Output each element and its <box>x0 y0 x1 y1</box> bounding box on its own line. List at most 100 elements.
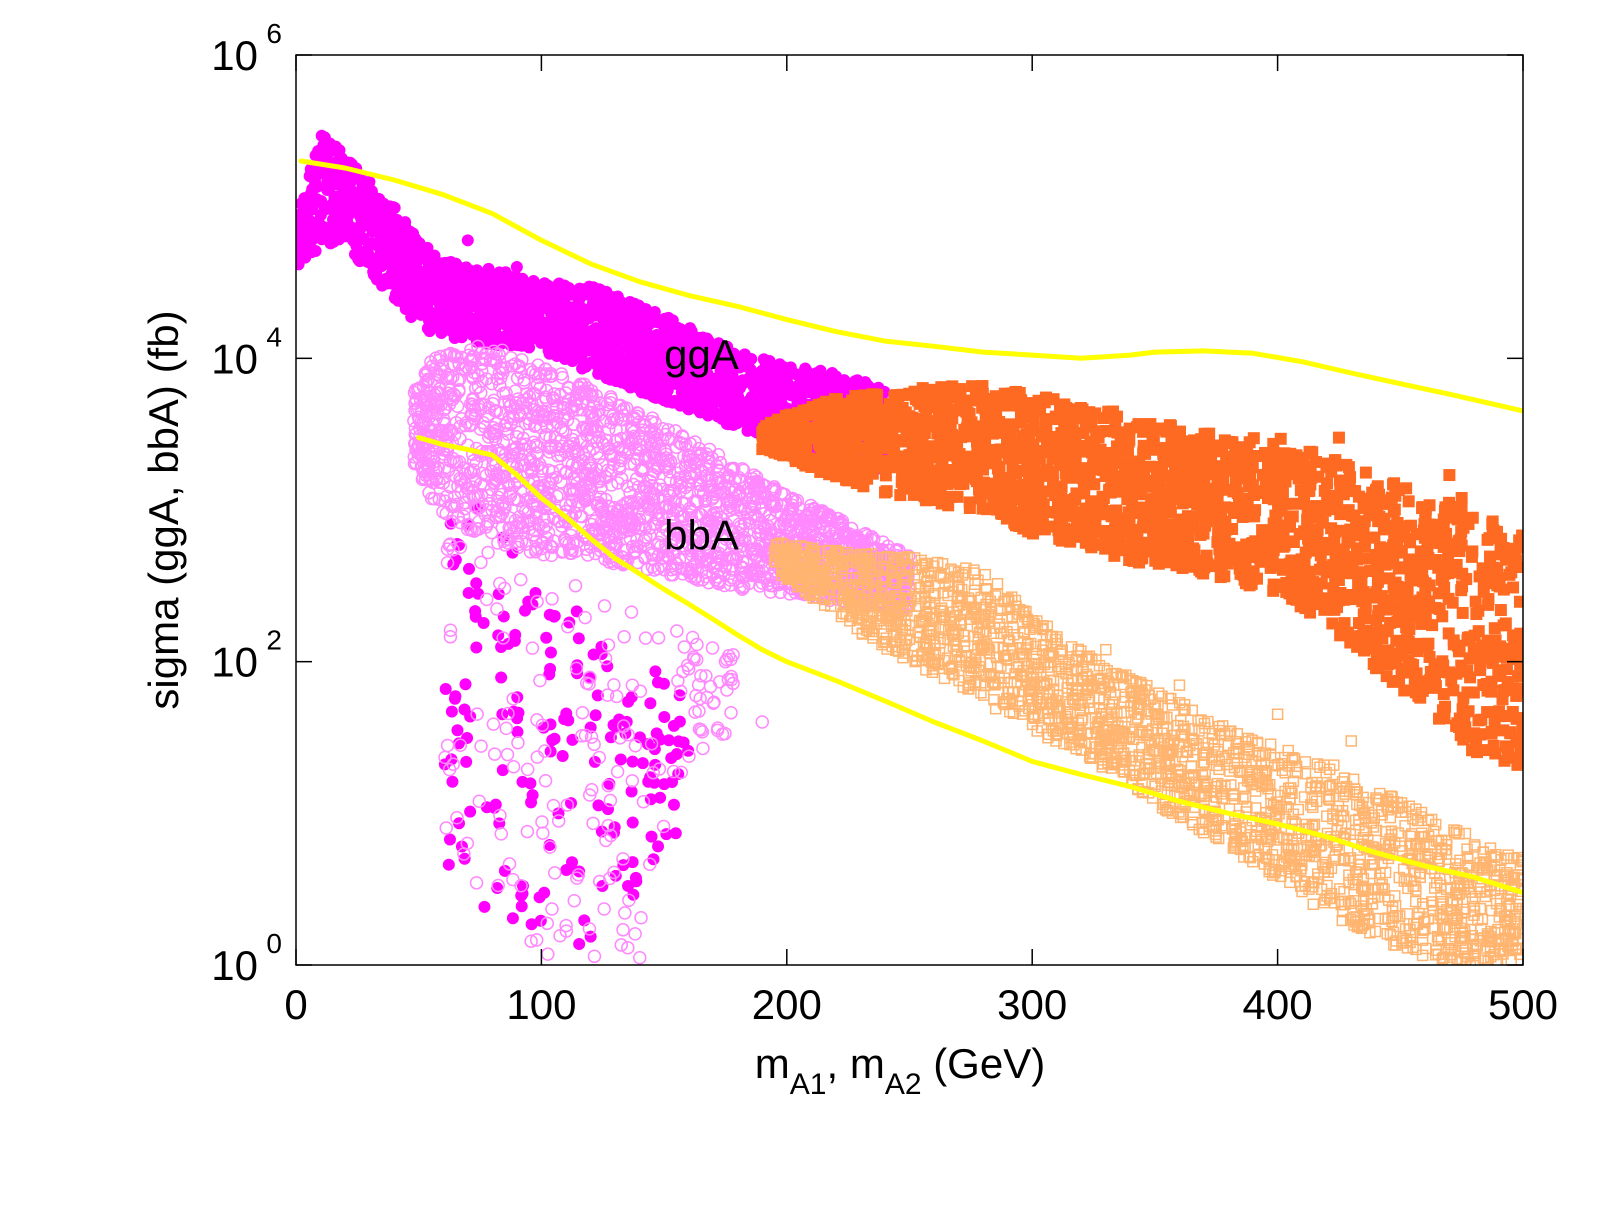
point-gga-m-a1 <box>649 665 662 678</box>
point-bba-m-a1 <box>575 705 590 720</box>
point-bba-m-a1 <box>616 923 630 937</box>
point-gga-m-a1 <box>621 376 634 389</box>
point-bba-m-a1 <box>628 927 642 941</box>
point-gga-m-a1 <box>632 371 645 384</box>
point-gga-m-a1 <box>762 404 775 417</box>
point-bba-m-a1 <box>609 689 624 704</box>
point-gga-m-a1 <box>548 290 561 303</box>
point-gga-m-a1 <box>601 660 614 673</box>
point-bba-m-a1 <box>535 815 549 829</box>
point-bba-m-a1 <box>567 894 582 908</box>
point-gga-m-a1 <box>448 692 461 705</box>
point-gga-m-a1 <box>335 223 348 236</box>
point-gga-m-a1 <box>614 295 627 308</box>
point-gga-m-a1 <box>669 367 682 380</box>
point-bba-m-a1 <box>625 678 640 693</box>
point-gga-m-a1 <box>525 328 538 341</box>
point-bba-m-a1 <box>625 774 640 788</box>
point-gga-m-a1 <box>506 332 519 345</box>
point-gga-m-a1 <box>662 378 675 391</box>
point-gga-m-a1 <box>463 562 476 575</box>
point-gga-m-a1 <box>331 212 344 225</box>
point-gga-m-a1 <box>420 245 433 258</box>
point-gga-m-a1 <box>596 879 609 892</box>
point-gga-m-a2 <box>1484 550 1497 563</box>
point-bba-m-a1 <box>469 876 484 890</box>
point-gga-m-a1 <box>540 631 553 644</box>
point-gga-m-a1 <box>435 326 448 339</box>
point-gga-m-a1 <box>745 390 758 403</box>
point-bba-m-a1 <box>587 737 601 752</box>
point-gga-m-a1 <box>475 287 488 300</box>
point-gga-m-a1 <box>688 376 701 389</box>
point-gga-m-a1 <box>354 209 367 222</box>
point-bba-m-a1 <box>705 641 720 655</box>
point-gga-m-a1 <box>614 361 627 374</box>
point-gga-m-a1 <box>525 796 538 809</box>
point-gga-m-a1 <box>333 144 346 157</box>
point-gga-m-a1 <box>670 748 683 761</box>
point-bba-m-a1 <box>474 555 488 570</box>
point-gga-m-a1 <box>658 710 671 723</box>
point-gga-m-a1 <box>769 387 782 400</box>
point-gga-m-a1 <box>296 197 307 210</box>
point-gga-m-a1 <box>562 714 575 727</box>
point-gga-m-a1 <box>336 180 349 193</box>
point-bba-m-a1 <box>634 911 648 925</box>
point-bba-m-a1 <box>472 794 487 808</box>
point-gga-m-a1 <box>309 245 322 258</box>
point-gga-m-a1 <box>575 327 588 340</box>
point-bba-m-a1 <box>696 741 710 756</box>
point-gga-m-a1 <box>442 263 455 276</box>
point-gga-m-a1 <box>636 757 649 770</box>
point-gga-m-a1 <box>605 322 618 335</box>
point-gga-m-a1 <box>674 323 687 336</box>
point-gga-m-a1 <box>438 275 451 288</box>
point-gga-m-a1 <box>589 709 602 722</box>
point-gga-m-a1 <box>781 376 794 389</box>
point-bba-m-a1 <box>586 816 600 831</box>
point-bba-m-a1 <box>536 826 550 840</box>
point-gga-m-a1 <box>383 234 396 247</box>
point-gga-m-a1 <box>341 196 354 209</box>
point-bba-m-a1 <box>546 798 561 813</box>
point-bba-m-a1 <box>514 572 528 587</box>
point-gga-m-a1 <box>493 282 506 295</box>
point-bba-m-a1 <box>607 678 621 692</box>
point-gga-m-a1 <box>548 732 561 745</box>
point-bba-m-a1 <box>499 721 514 736</box>
point-gga-m-a1 <box>365 185 378 198</box>
point-gga-m-a1 <box>510 261 523 274</box>
point-gga-m-a1 <box>601 803 614 816</box>
point-gga-m-a1 <box>461 310 474 323</box>
point-gga-m-a1 <box>662 734 675 747</box>
point-gga-m-a1 <box>311 180 324 193</box>
point-gga-m-a1 <box>394 291 407 304</box>
point-gga-m-a1 <box>469 605 482 618</box>
point-gga-m-a1 <box>420 283 433 296</box>
point-gga-m-a1 <box>450 307 463 320</box>
point-gga-m-a1 <box>599 302 612 315</box>
point-gga-m-a1 <box>565 324 578 337</box>
point-gga-m-a1 <box>562 341 575 354</box>
point-bba-m-a1 <box>533 673 547 688</box>
point-gga-m-a1 <box>422 314 435 327</box>
point-gga-m-a1 <box>626 816 639 829</box>
point-bba-m-a1 <box>628 739 643 753</box>
point-gga-m-a1 <box>556 750 569 763</box>
point-gga-m-a1 <box>644 697 657 710</box>
point-gga-m-a1 <box>446 775 459 788</box>
point-gga-m-a1 <box>529 586 542 599</box>
point-gga-m-a1 <box>566 301 579 314</box>
point-gga-m-a1 <box>321 202 334 215</box>
point-gga-m-a1 <box>624 323 637 336</box>
point-bba-m-a1 <box>545 592 559 606</box>
point-gga-m-a1 <box>430 259 443 272</box>
point-gga-m-a1 <box>722 418 735 431</box>
point-gga-m-a1 <box>429 270 442 283</box>
point-gga-m-a1 <box>445 705 458 718</box>
point-gga-m-a1 <box>363 219 376 232</box>
point-gga-m-a1 <box>603 335 616 348</box>
point-gga-m-a1 <box>520 284 533 297</box>
point-gga-m-a1 <box>338 170 351 183</box>
